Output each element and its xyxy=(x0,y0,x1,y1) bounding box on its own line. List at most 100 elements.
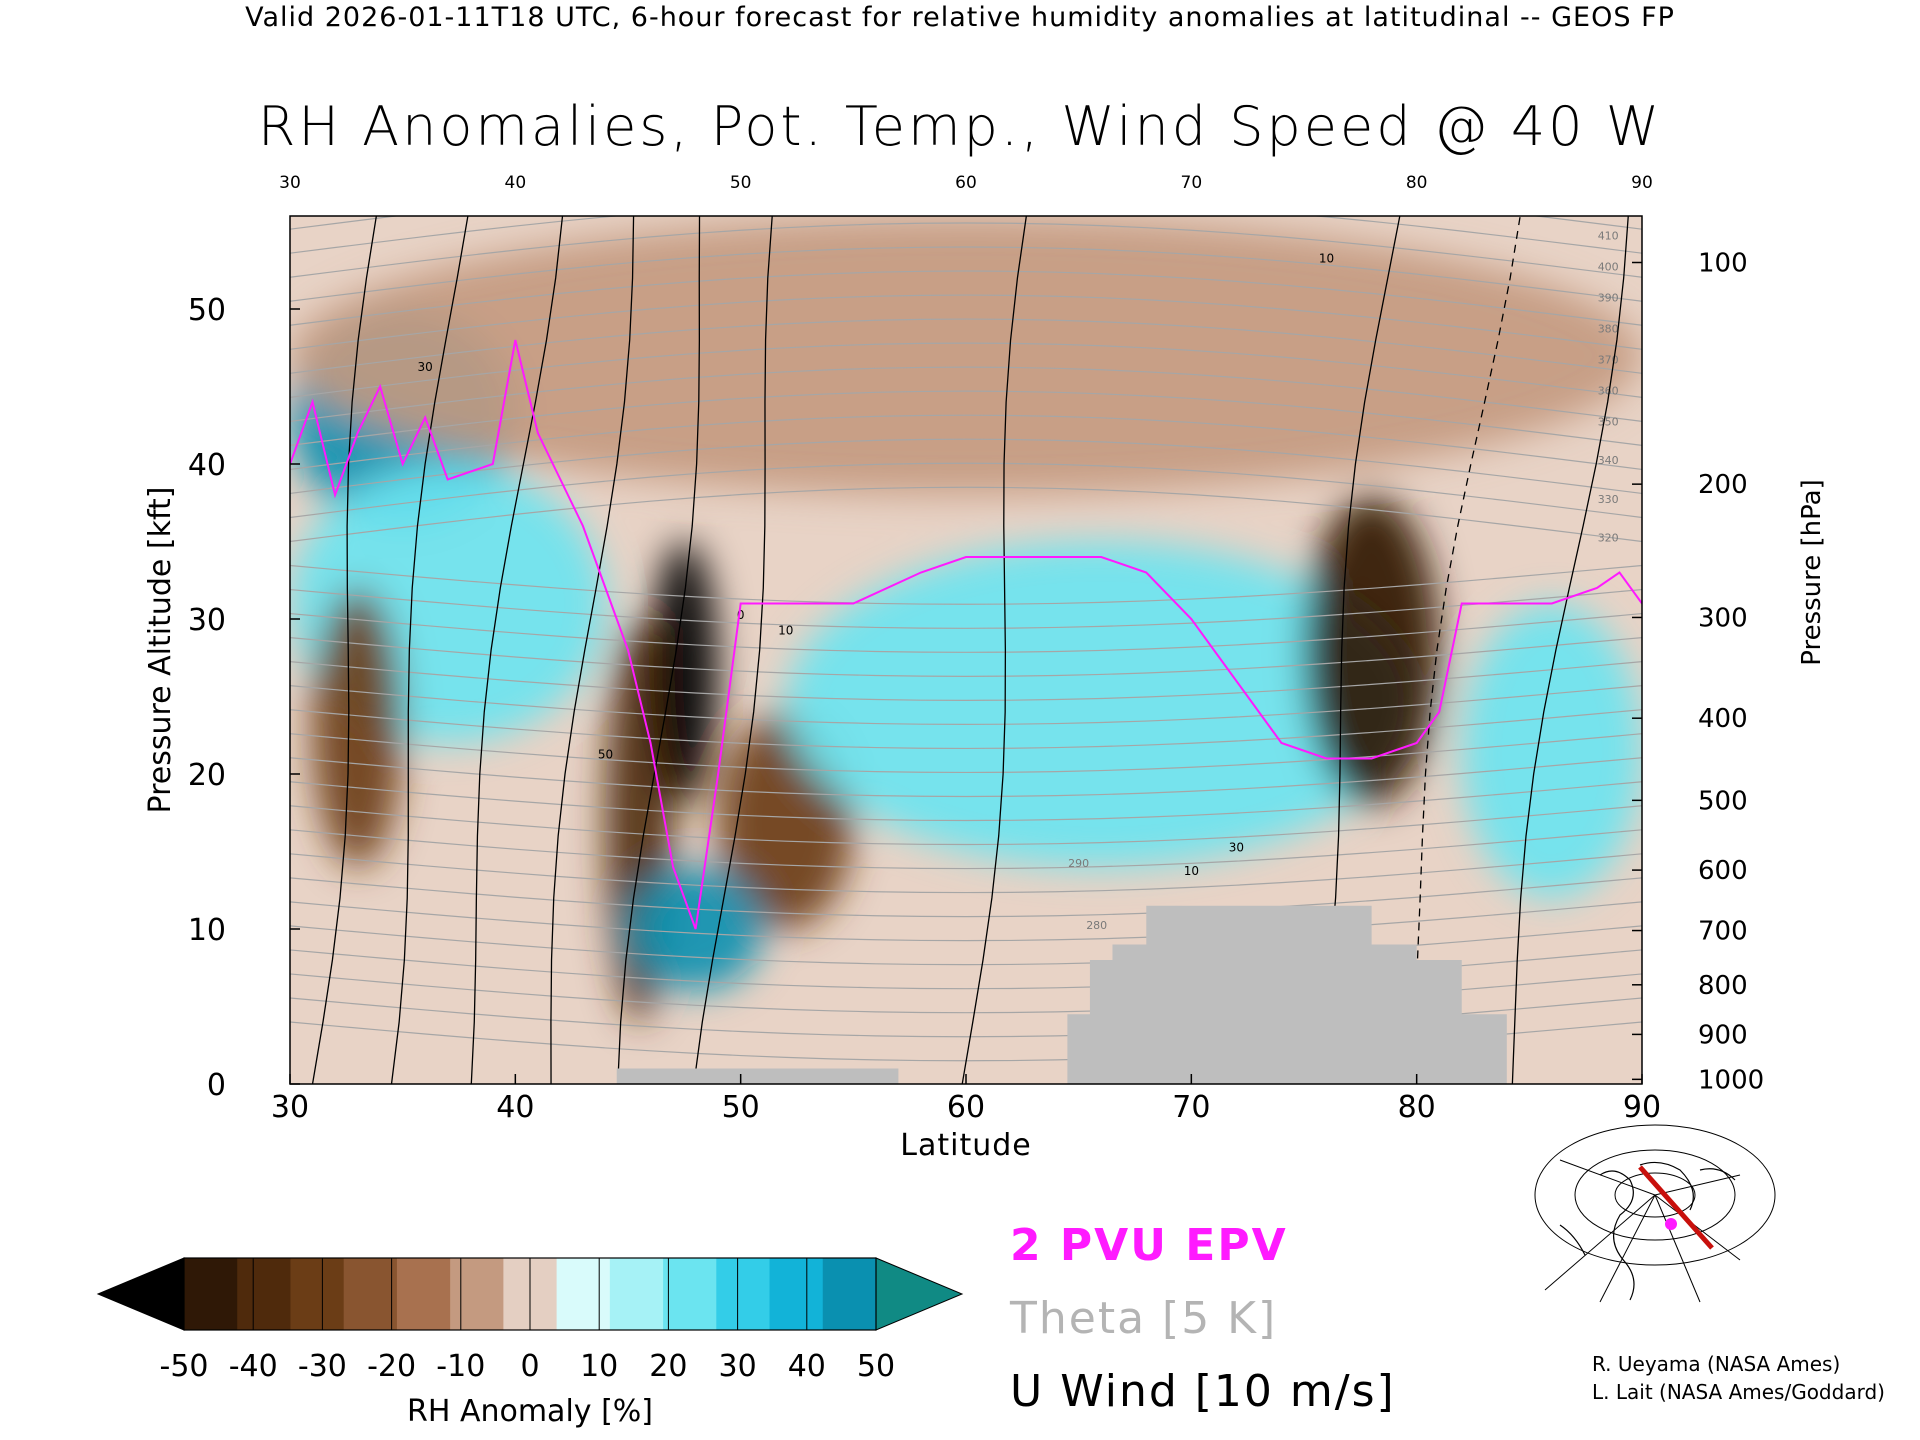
pressure-tick-label: 900 xyxy=(1698,1020,1748,1050)
colorbar-swatch xyxy=(450,1258,504,1330)
theta-label: 320 xyxy=(1598,532,1619,545)
theta-contour xyxy=(290,805,1642,846)
theta-contour xyxy=(290,757,1642,798)
x-axis-label: Latitude xyxy=(900,1128,1031,1163)
colorbar-swatch xyxy=(396,1258,451,1330)
wind-contour xyxy=(390,216,469,1084)
inset-map xyxy=(1534,1124,1776,1303)
colorbar-swatch xyxy=(822,1258,877,1330)
wind-contour xyxy=(470,216,564,1084)
theta-label: 360 xyxy=(1598,384,1619,397)
wind-contour xyxy=(961,216,1027,1084)
colorbar-swatch xyxy=(290,1258,345,1330)
wind-label: 10 xyxy=(1184,864,1199,878)
theta-contour xyxy=(290,342,1642,398)
y-axis-label-left: Pressure Altitude [kft] xyxy=(143,487,178,814)
colorbar-swatch xyxy=(237,1258,291,1330)
colorbar-tick-label: -50 xyxy=(160,1349,209,1384)
x-top-tick-label: 90 xyxy=(1631,173,1653,193)
colorbar-swatch xyxy=(663,1258,717,1330)
anomaly-region xyxy=(312,588,403,867)
x-top-tick-label: 60 xyxy=(955,173,977,193)
theta-contour xyxy=(290,612,1642,653)
anomaly-region xyxy=(1461,603,1642,898)
theta-contour xyxy=(290,733,1642,774)
theta-label: 330 xyxy=(1598,493,1619,506)
theta-contour xyxy=(290,709,1642,750)
colorbar-tick-label: 20 xyxy=(649,1349,687,1384)
legend-entry-theta: Theta [5 K] xyxy=(1010,1293,1278,1344)
theta-contour xyxy=(290,685,1642,726)
x-top-tick-label: 80 xyxy=(1406,173,1428,193)
theta-contour xyxy=(290,829,1642,870)
colorbar-swatch xyxy=(716,1258,771,1330)
wind-contour xyxy=(693,216,773,1084)
pressure-tick-label: 400 xyxy=(1698,704,1748,734)
theta-contour xyxy=(290,661,1642,701)
x-top-tick-label: 50 xyxy=(730,173,752,193)
y-tick-label: 40 xyxy=(188,448,226,483)
pressure-tick-label: 800 xyxy=(1698,971,1748,1001)
x-top-tick-label: 70 xyxy=(1181,173,1203,193)
colorbar-tick-label: 0 xyxy=(520,1349,539,1384)
theta-label: 370 xyxy=(1598,353,1619,366)
wind-label: 50 xyxy=(598,748,613,762)
chart-title: RH Anomalies, Pot. Temp., Wind Speed @ 4… xyxy=(257,95,1663,158)
y-tick-label: 0 xyxy=(207,1068,226,1103)
wind-contour xyxy=(311,216,377,1084)
wind-contour xyxy=(1406,216,1521,1084)
x-tick-label: 40 xyxy=(496,1090,534,1125)
x-tick-label: 50 xyxy=(722,1090,760,1125)
y-tick-label: 10 xyxy=(188,913,226,948)
colorbar-tick-label: -10 xyxy=(436,1349,485,1384)
pressure-tick-label: 600 xyxy=(1698,856,1748,886)
theta-contour xyxy=(290,637,1642,677)
wind-label: 30 xyxy=(1229,841,1244,855)
colorbar-swatch xyxy=(609,1258,664,1330)
x-tick-label: 70 xyxy=(1172,1090,1210,1125)
header-text: Valid 2026-01-11T18 UTC, 6-hour forecast… xyxy=(245,2,1675,33)
anomaly-region xyxy=(1304,495,1440,805)
colorbar-tick-label: 50 xyxy=(857,1349,895,1384)
theta-label: 380 xyxy=(1598,322,1619,335)
pressure-tick-label: 700 xyxy=(1698,917,1748,947)
x-top-tick-label: 40 xyxy=(505,173,527,193)
credit-line-2: L. Lait (NASA Ames/Goddard) xyxy=(1592,1380,1885,1404)
pressure-tick-label: 1000 xyxy=(1698,1065,1764,1095)
colorbar-tick-label: 40 xyxy=(788,1349,826,1384)
colorbar-tick-label: -30 xyxy=(298,1349,347,1384)
theta-contour xyxy=(290,781,1642,822)
theta-contour xyxy=(290,877,1642,918)
theta-contour xyxy=(290,246,1642,302)
colorbar-extend-low xyxy=(96,1257,185,1331)
theta-label: 350 xyxy=(1598,415,1619,428)
wind-label: 10 xyxy=(778,624,793,638)
legend-entry-u-wind: U Wind [10 m/s] xyxy=(1010,1366,1396,1417)
theta-contour xyxy=(290,294,1642,350)
theta-contour xyxy=(290,462,1642,519)
y-tick-label: 50 xyxy=(188,293,226,328)
theta-label: 400 xyxy=(1598,260,1619,273)
colorbar-tick-label: 10 xyxy=(580,1349,618,1384)
wind-label: 30 xyxy=(418,360,433,374)
theta-contour xyxy=(290,414,1642,471)
x-tick-label: 60 xyxy=(947,1090,985,1125)
wind-contour xyxy=(550,216,635,1084)
colorbar-swatch xyxy=(184,1258,238,1330)
y-axis-label-right: Pressure [hPa] xyxy=(1797,479,1827,666)
theta-contour xyxy=(290,564,1642,605)
theta-contour xyxy=(290,853,1642,894)
theta-contour xyxy=(290,588,1642,629)
y-tick-label: 30 xyxy=(188,603,226,638)
pressure-tick-label: 300 xyxy=(1698,603,1748,633)
pressure-tick-label: 200 xyxy=(1698,470,1748,500)
colorbar-swatch xyxy=(556,1258,611,1330)
theta-label: 390 xyxy=(1598,291,1619,304)
terrain-block xyxy=(616,1068,899,1084)
colorbar-label: RH Anomaly [%] xyxy=(407,1394,653,1429)
theta-label: 280 xyxy=(1086,919,1107,932)
theta-contour xyxy=(290,438,1642,495)
x-tick-label: 80 xyxy=(1398,1090,1436,1125)
theta-label: 410 xyxy=(1598,229,1619,242)
